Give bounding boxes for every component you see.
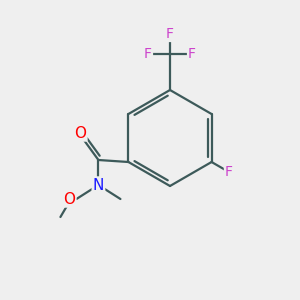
Text: F: F [188,47,196,61]
Text: F: F [225,165,233,179]
Text: F: F [166,27,174,41]
Text: O: O [63,191,75,206]
Text: F: F [144,47,152,61]
Text: N: N [93,178,104,193]
Text: O: O [74,125,86,140]
